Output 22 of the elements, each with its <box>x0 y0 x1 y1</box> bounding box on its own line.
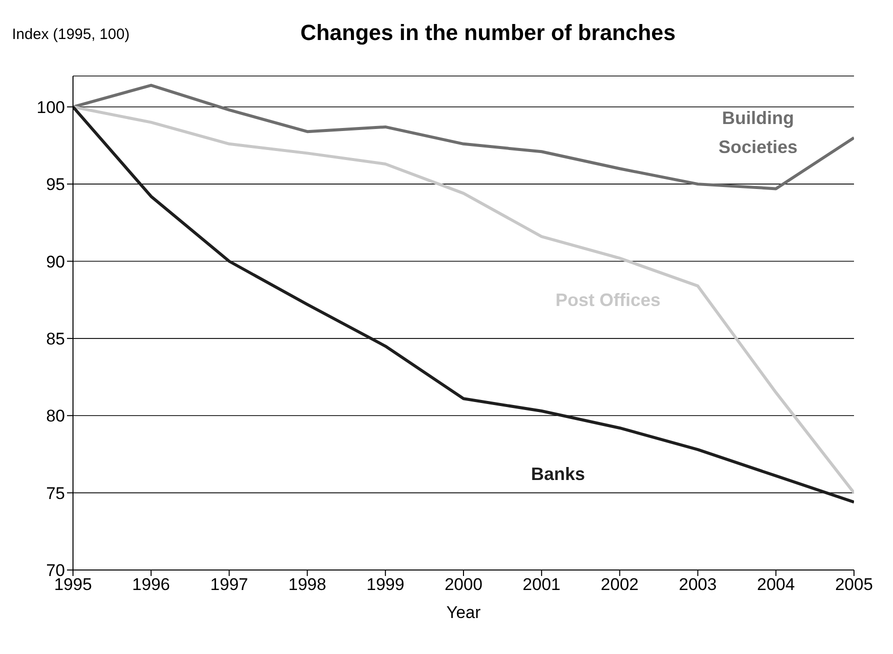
y-tick-label: 85 <box>46 329 65 348</box>
y-tick-label: 95 <box>46 175 65 194</box>
y-tick-label: 100 <box>36 98 65 117</box>
x-tick-label: 1998 <box>288 575 326 594</box>
x-tick-label: 2000 <box>444 575 482 594</box>
x-tick-label: 2001 <box>522 575 561 594</box>
text: Banks <box>530 463 586 486</box>
x-axis-title: Year <box>446 603 482 622</box>
x-tick-label: 2003 <box>678 575 717 594</box>
y-tick-label: 90 <box>46 252 65 272</box>
x-tick-label: 1995 <box>54 575 92 594</box>
x-tick-label: 1996 <box>132 575 170 594</box>
x-tick-label: 2004 <box>756 575 795 594</box>
x-tick-label: 1999 <box>366 575 404 594</box>
y-tick-label: 80 <box>46 406 65 426</box>
y-axis-title: Index (1995, 100) <box>12 26 130 43</box>
y-tick-label: 75 <box>46 484 65 503</box>
chart-title: Changes in the number of branches <box>299 20 677 46</box>
x-tick-label: 2002 <box>600 575 639 594</box>
x-tick-label: 1997 <box>210 575 248 594</box>
series-label: Building Societies <box>717 107 799 159</box>
x-tick-label: 2005 <box>835 575 873 594</box>
